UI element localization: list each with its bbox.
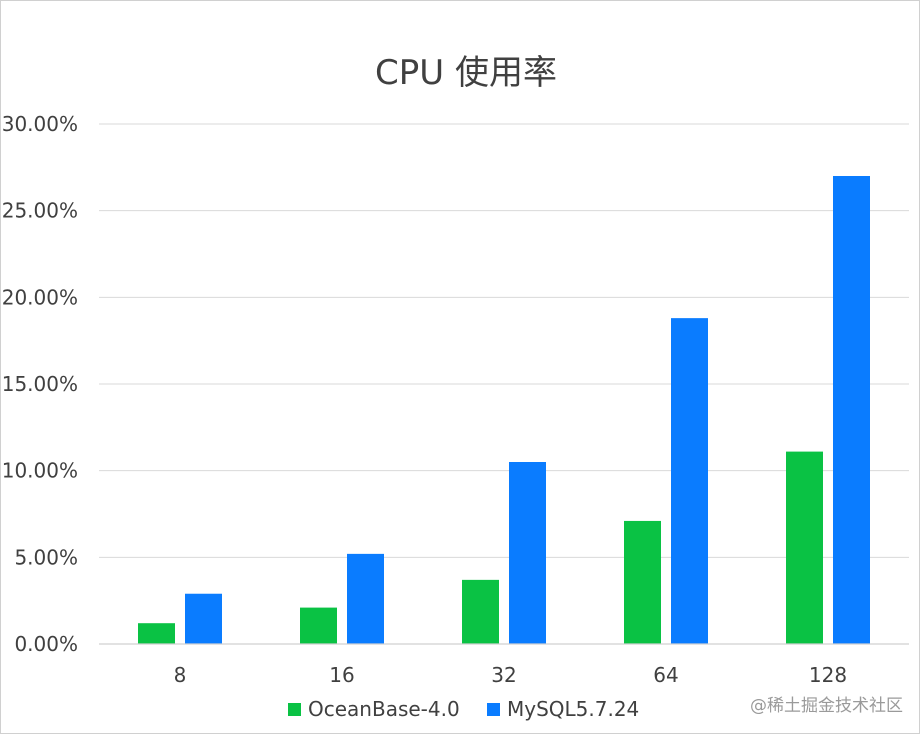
bar-oceanbase-32: [462, 579, 499, 644]
y-tick-label: 20.00%: [2, 285, 78, 309]
legend-swatch: [487, 703, 500, 716]
x-tick-label: 32: [491, 663, 516, 687]
y-tick-label: 10.00%: [2, 459, 78, 483]
y-axis-labels: 0.00% 5.00% 10.00% 15.00% 20.00% 25.00% 30.00%: [2, 112, 78, 656]
legend-label: MySQL5.7.24: [507, 697, 639, 721]
y-tick-label: 30.00%: [2, 112, 78, 136]
bar-oceanbase-128: [786, 451, 823, 644]
y-tick-label: 5.00%: [14, 545, 78, 569]
x-tick-label: 8: [174, 663, 187, 687]
bar-mysql-128: [833, 176, 870, 644]
chart-title: CPU 使用率: [375, 53, 557, 93]
x-axis-labels: 8 16 32 64 128: [174, 663, 847, 687]
bars: [138, 176, 870, 644]
bar-oceanbase-16: [300, 607, 337, 644]
x-tick-label: 128: [809, 663, 847, 687]
gridlines: [99, 123, 909, 558]
bar-mysql-16: [347, 553, 384, 644]
y-tick-label: 0.00%: [14, 632, 78, 656]
legend-swatch: [288, 703, 301, 716]
bar-mysql-64: [671, 318, 708, 644]
legend-label: OceanBase-4.0: [308, 697, 460, 721]
y-tick-label: 25.00%: [2, 199, 78, 223]
watermark: @稀土掘金技术社区: [750, 696, 903, 716]
x-tick-label: 16: [329, 663, 354, 687]
legend: OceanBase-4.0 MySQL5.7.24: [288, 697, 639, 721]
x-tick-label: 64: [653, 663, 678, 687]
bar-oceanbase-64: [624, 520, 661, 644]
bar-mysql-32: [509, 462, 546, 644]
bar-oceanbase-8: [138, 623, 175, 644]
bar-mysql-8: [185, 593, 222, 644]
y-tick-label: 15.00%: [2, 372, 78, 396]
